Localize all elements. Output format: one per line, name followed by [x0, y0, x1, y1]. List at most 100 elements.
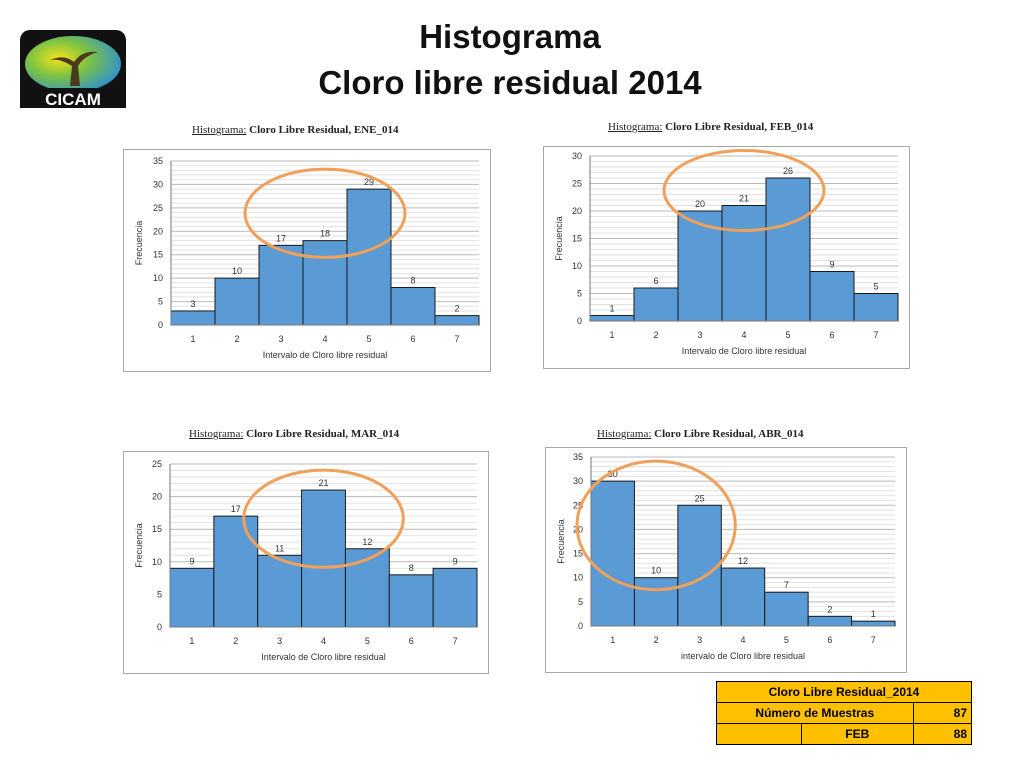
- bar-2: [214, 277, 260, 326]
- data-label-4: 18: [320, 229, 330, 239]
- data-label-3: 17: [276, 233, 286, 243]
- x-axis-label: intervalo de Cloro libre residual: [681, 651, 805, 661]
- highlight-ellipse: [575, 459, 737, 592]
- summary-row1-label: Número de Muestras: [716, 702, 914, 724]
- chart-feb-caption-title: Cloro Libre Residual, FEB_014: [665, 121, 814, 133]
- bar-3: [677, 504, 722, 627]
- x-tick-label: 7: [873, 330, 878, 340]
- data-label-2: 6: [653, 276, 658, 286]
- y-axis-label: Frecuencia: [556, 519, 566, 564]
- bar-4: [720, 567, 766, 627]
- histogram-ene: 3 1 10 2 17 3 18 4 29 5 8 6 2 7 0 5 10 15 20 25 30 35 Interval…: [123, 149, 491, 377]
- data-label-6: 8: [409, 563, 414, 573]
- data-label-6: 2: [827, 604, 832, 614]
- chart-ene-caption: Histograma: Cloro Libre Residual, ENE_01…: [192, 124, 398, 136]
- data-label-4: 12: [738, 556, 748, 566]
- data-label-3: 25: [695, 493, 705, 503]
- summary-row2-empty: [716, 723, 802, 745]
- data-label-4: 21: [739, 194, 749, 204]
- bar-7: [853, 293, 899, 322]
- chart-mar-caption-prefix: Histograma:: [189, 428, 244, 440]
- x-tick-label: 4: [741, 330, 746, 340]
- y-tick-label: 0: [577, 316, 582, 326]
- bar-3: [258, 244, 304, 326]
- summary-row1-value: 87: [912, 702, 973, 724]
- x-tick-label: 3: [278, 334, 283, 344]
- x-tick-label: 5: [784, 635, 789, 645]
- y-tick-label: 25: [572, 179, 582, 189]
- bar-4: [721, 205, 767, 322]
- x-tick-label: 5: [785, 330, 790, 340]
- bar-7: [432, 567, 478, 628]
- data-label-7: 2: [454, 304, 459, 314]
- data-label-7: 9: [453, 556, 458, 566]
- x-tick-label: 6: [829, 330, 834, 340]
- bar-6: [390, 287, 436, 326]
- chart-mar-caption-title: Cloro Libre Residual, MAR_014: [246, 428, 400, 440]
- y-axis-label: Frecuencia: [134, 221, 144, 266]
- histogram-mar: 9 1 17 2 11 3 21 4 12 5 8 6 9 7 0 5 10 15 20 25 Intervalo de…: [123, 451, 489, 679]
- bar-5: [344, 548, 390, 628]
- y-tick-label: 20: [572, 206, 582, 216]
- x-tick-label: 6: [410, 334, 415, 344]
- data-label-1: 1: [609, 304, 614, 314]
- y-tick-label: 5: [157, 589, 162, 599]
- y-tick-label: 35: [153, 156, 163, 166]
- bar-2: [633, 287, 679, 322]
- bar-5: [765, 177, 811, 322]
- y-tick-label: 0: [578, 621, 583, 631]
- x-tick-label: 3: [697, 635, 702, 645]
- chart-mar-caption: Histograma: Cloro Libre Residual, MAR_01…: [189, 428, 399, 440]
- data-label-3: 11: [275, 543, 284, 553]
- bar-1: [590, 480, 635, 627]
- bar-5: [346, 188, 392, 326]
- data-label-6: 8: [410, 276, 415, 286]
- x-tick-label: 2: [233, 636, 238, 646]
- summary-row2-label: FEB: [801, 723, 914, 745]
- y-tick-label: 25: [152, 459, 162, 469]
- y-tick-label: 30: [573, 476, 583, 486]
- chart-abr-caption-title: Cloro Libre Residual, ABR_014: [654, 428, 804, 440]
- chart-feb-caption-prefix: Histograma:: [608, 121, 663, 133]
- bar-1: [589, 315, 635, 322]
- x-tick-label: 4: [740, 635, 745, 645]
- y-tick-label: 10: [153, 273, 163, 283]
- y-tick-label: 35: [573, 452, 583, 462]
- data-label-6: 9: [829, 260, 834, 270]
- chart-ene-caption-title: Cloro Libre Residual, ENE_014: [249, 124, 399, 136]
- highlight-ellipse: [242, 468, 405, 569]
- y-tick-label: 5: [578, 597, 583, 607]
- x-tick-label: 1: [189, 636, 194, 646]
- y-tick-label: 5: [577, 289, 582, 299]
- histogram-feb-svg: 1 1 6 2 20 3 21 4 26 5 9 6 5 7 0 5 10 15 20 25 30 Intervalo d…: [543, 146, 910, 369]
- x-tick-label: 6: [409, 636, 414, 646]
- data-label-5: 26: [783, 166, 793, 176]
- bar-4: [301, 489, 346, 628]
- data-label-5: 12: [362, 537, 372, 547]
- histogram-ene-svg: 3 1 10 2 17 3 18 4 29 5 8 6 2 7 0 5 10 15 20 25 30 35 Interval…: [123, 149, 491, 372]
- y-axis-label: Frecuencia: [134, 523, 144, 568]
- chart-abr-caption: Histograma: Cloro Libre Residual, ABR_01…: [597, 428, 803, 440]
- bar-1: [169, 567, 215, 628]
- bar-1: [170, 310, 216, 326]
- x-tick-label: 1: [190, 334, 195, 344]
- y-tick-label: 25: [153, 203, 163, 213]
- data-label-1: 3: [190, 299, 195, 309]
- histogram-abr: 30 1 10 2 25 3 12 4 7 5 2 6 1 7 0 5 10 15 20 25 30 35 interval…: [545, 447, 907, 678]
- bar-7: [851, 620, 896, 627]
- bar-5: [764, 591, 809, 627]
- data-label-7: 5: [873, 282, 878, 292]
- x-tick-label: 1: [609, 330, 614, 340]
- data-label-5: 29: [364, 177, 374, 187]
- x-axis-label: Intervalo de Cloro libre residual: [682, 346, 807, 356]
- y-tick-label: 15: [153, 250, 163, 260]
- bar-6: [388, 574, 434, 628]
- bar-7: [434, 315, 480, 326]
- x-tick-label: 5: [366, 334, 371, 344]
- data-label-2: 10: [232, 266, 242, 276]
- y-tick-label: 10: [573, 573, 583, 583]
- y-tick-label: 25: [573, 500, 583, 510]
- bar-4: [302, 240, 348, 326]
- data-label-3: 20: [695, 199, 705, 209]
- highlight-ellipse: [662, 149, 826, 232]
